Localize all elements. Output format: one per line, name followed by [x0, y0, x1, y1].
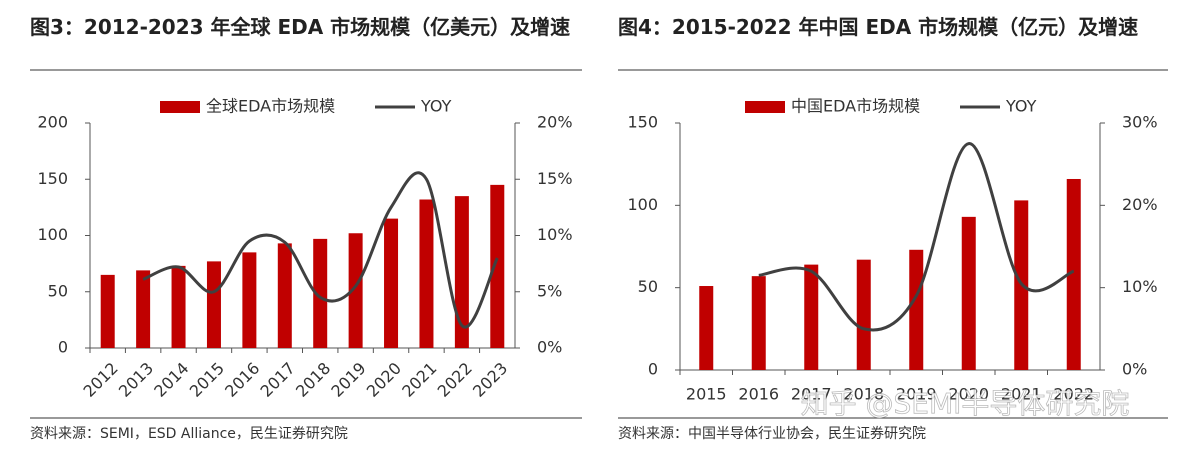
- legend-label: YOY: [420, 97, 452, 116]
- bar: [751, 276, 766, 370]
- x-tick-label: 2016: [221, 359, 263, 401]
- bar: [1066, 178, 1081, 370]
- x-tick-label: 2015: [186, 359, 228, 401]
- x-tick-label: 2021: [1001, 385, 1042, 404]
- bar: [242, 252, 257, 348]
- y2-tick-label: 0%: [1122, 360, 1147, 379]
- x-tick-label: 2016: [738, 385, 779, 404]
- source: 资料来源：SEMI，ESD Alliance，民生证券研究院: [30, 426, 348, 442]
- bar: [348, 233, 363, 348]
- x-tick-label: 2021: [398, 359, 440, 401]
- legend-swatch: [160, 101, 200, 113]
- bar: [136, 270, 151, 348]
- y2-tick-label: 20%: [537, 113, 573, 132]
- chart-title: 图3：2012-2023 年全球 EDA 市场规模（亿美元）及增速: [30, 15, 571, 39]
- x-tick-label: 2020: [363, 359, 405, 401]
- yoy-line: [142, 171, 499, 329]
- bar: [384, 218, 399, 348]
- x-tick-label: 2019: [327, 359, 369, 401]
- bar: [277, 243, 292, 348]
- x-tick-label: 2019: [896, 385, 937, 404]
- bar: [313, 238, 328, 348]
- legend-label: YOY: [1005, 97, 1037, 116]
- y-tick-label: 50: [48, 281, 68, 300]
- y-tick-label: 0: [58, 338, 68, 357]
- x-tick-label: 2017: [257, 359, 299, 401]
- source: 资料来源：中国半导体行业协会，民生证券研究院: [618, 426, 926, 442]
- x-tick-label: 2015: [686, 385, 727, 404]
- x-tick-label: 2014: [150, 359, 192, 401]
- y2-tick-label: 15%: [537, 169, 573, 188]
- y2-tick-label: 20%: [1122, 195, 1158, 214]
- x-tick-label: 2022: [1053, 385, 1094, 404]
- bar: [490, 184, 505, 348]
- watermark: 知乎 @SEMI半导体研究院: [801, 387, 1130, 420]
- bar: [909, 249, 924, 370]
- y-tick-label: 100: [37, 225, 68, 244]
- bar: [100, 274, 115, 348]
- chart-title: 图4：2015-2022 年中国 EDA 市场规模（亿元）及增速: [618, 15, 1139, 39]
- bar: [419, 199, 434, 348]
- legend-swatch: [745, 101, 785, 113]
- y2-tick-label: 5%: [537, 281, 562, 300]
- yoy-line: [758, 142, 1075, 332]
- bar: [961, 216, 976, 370]
- x-tick-label: 2018: [292, 359, 334, 401]
- bar: [804, 264, 819, 370]
- y-tick-label: 150: [37, 169, 68, 188]
- bar: [699, 286, 714, 370]
- bar: [454, 196, 469, 348]
- y-tick-label: 100: [627, 195, 658, 214]
- y-tick-label: 0: [648, 360, 658, 379]
- x-tick-label: 2018: [843, 385, 884, 404]
- legend-label: 中国EDA市场规模: [791, 97, 920, 116]
- y2-tick-label: 10%: [537, 225, 573, 244]
- bar: [856, 259, 871, 370]
- x-tick-label: 2020: [948, 385, 989, 404]
- legend-label: 全球EDA市场规模: [206, 97, 335, 116]
- x-tick-label: 2013: [115, 359, 157, 401]
- y-tick-label: 50: [638, 277, 658, 296]
- y-tick-label: 150: [627, 113, 658, 132]
- y-tick-label: 200: [37, 113, 68, 132]
- x-tick-label: 2022: [434, 359, 476, 401]
- y2-tick-label: 0%: [537, 338, 562, 357]
- bar: [206, 261, 221, 348]
- x-tick-label: 2017: [791, 385, 832, 404]
- y2-tick-label: 30%: [1122, 113, 1158, 132]
- y2-tick-label: 10%: [1122, 277, 1158, 296]
- x-tick-label: 2012: [79, 359, 121, 401]
- x-tick-label: 2023: [469, 359, 511, 401]
- bar: [171, 265, 186, 348]
